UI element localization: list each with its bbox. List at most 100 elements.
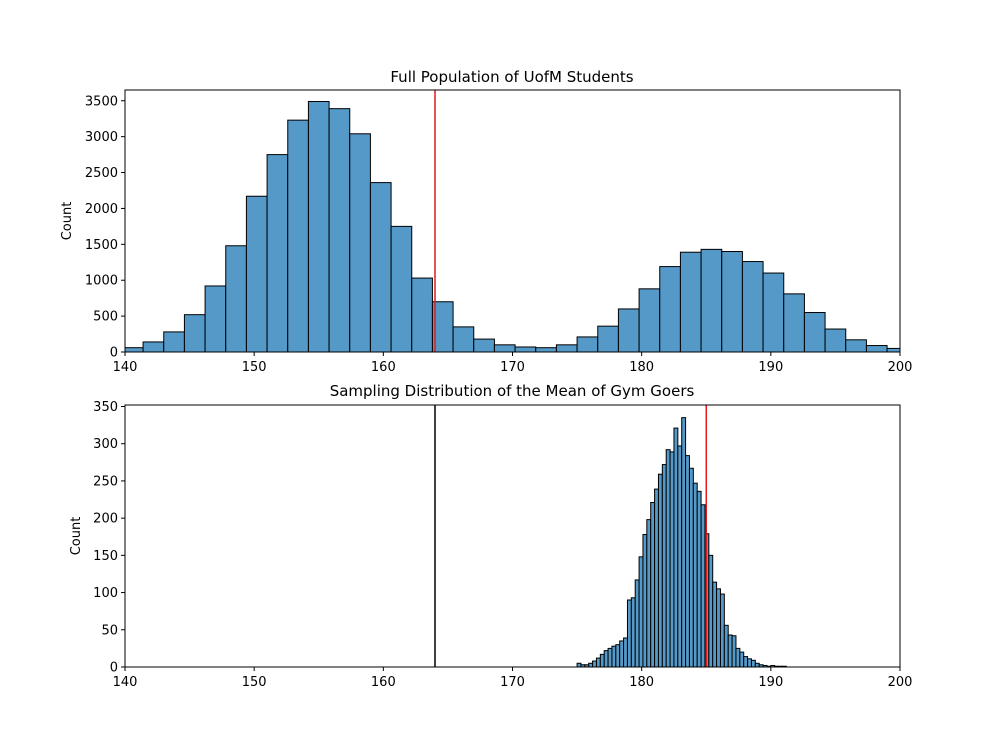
histogram-bar [349,133,371,352]
histogram-bar [287,119,309,352]
histogram-bar [204,285,227,352]
histogram-bar [735,647,741,667]
histogram-bar [615,644,621,667]
histogram-bar [473,338,495,352]
histogram-bar [669,451,675,667]
histogram-bar [369,182,392,352]
y-tick-label: 150 [93,549,118,564]
y-tick-label: 350 [93,400,118,415]
histogram-bar [595,657,601,667]
histogram-bar [626,599,632,667]
x-tick-label: 160 [371,675,396,690]
histogram-bar [754,662,760,667]
x-tick-label: 160 [371,360,396,375]
histogram-bar [719,593,725,667]
histogram-bar [731,635,737,667]
histogram-bar [617,308,640,352]
histogram-bar [630,597,636,667]
histogram-bar [824,328,847,352]
histogram-bar [328,108,351,352]
histogram-bar [142,341,165,352]
x-tick-label: 180 [629,675,654,690]
histogram-bar [743,656,749,667]
histogram-bar [700,504,706,667]
histogram-bar [607,647,613,667]
histogram-bar [125,347,144,352]
histogram-bar [592,660,597,667]
histogram-bar [576,336,599,352]
histogram-bar [183,314,206,352]
histogram-bar [677,445,683,667]
histogram-bar [685,455,690,667]
sampling-histogram-subplot: Sampling Distribution of the Mean of Gym… [69,382,912,690]
histogram-bar [634,579,640,667]
sampling-x-ticks: 140 150 160 170 180 190 200 [113,667,912,690]
y-tick-label: 3500 [85,94,118,109]
histogram-bar [514,346,537,352]
population-histogram-subplot: Full Population of UofM Students Count 1… [60,68,912,375]
y-tick-label: 0 [110,661,118,676]
histogram-bar [650,502,656,667]
histogram-bar [681,417,687,667]
population-x-ticks: 140 150 160 170 180 190 200 [113,352,913,375]
histogram-bar [411,277,433,352]
y-tick-label: 0 [110,346,118,361]
histogram-bar [696,490,702,667]
x-tick-label: 180 [629,360,654,375]
y-tick-label: 300 [93,437,118,452]
histogram-bar [623,637,628,667]
x-tick-label: 140 [113,675,138,690]
histogram-bar [654,488,659,667]
histogram-bar [163,331,185,352]
histogram-bar [642,534,648,667]
histogram-bar [597,325,619,352]
y-tick-label: 2500 [85,166,118,181]
x-tick-label: 190 [758,675,783,690]
y-tick-label: 100 [93,586,118,601]
histogram-bar [750,659,756,667]
histogram-bar [599,653,605,667]
x-tick-label: 190 [758,360,783,375]
histogram-bar [225,245,247,352]
histogram-bar [700,248,723,352]
histogram-bar [266,154,289,352]
histogram-bar [762,272,785,352]
histogram-bar [739,651,745,667]
histogram-bar [673,427,679,667]
histogram-bar [638,288,661,352]
histogram-bar [688,467,694,667]
histogram-bar [646,519,652,667]
histogram-bar [603,650,609,667]
y-tick-label: 500 [93,310,118,325]
histogram-bar [803,312,826,352]
population-bars [125,100,900,352]
y-tick-label: 2000 [85,202,118,217]
y-tick-label: 3000 [85,130,118,145]
histogram-bar [493,344,516,352]
histogram-bar [659,266,681,352]
histogram-bar [741,261,764,352]
x-tick-label: 200 [888,360,913,375]
histogram-bar [576,662,582,667]
y-tick-label: 250 [93,474,118,489]
sampling-reference-lines [434,405,707,667]
histogram-bar [783,293,805,352]
y-tick-label: 1000 [85,274,118,289]
population-y-axis-label: Count [60,202,75,241]
histogram-bar [638,556,644,667]
histogram-bar [452,326,475,352]
population-histogram-title: Full Population of UofM Students [390,68,633,86]
sampling-histogram-title: Sampling Distribution of the Mean of Gym… [330,382,695,400]
sampling-y-axis-label: Count [69,517,84,556]
histogram-bar [708,554,714,667]
histogram-bar [657,473,663,667]
histogram-bar [716,588,721,667]
x-tick-label: 140 [113,360,138,375]
sampling-bars [576,417,787,667]
histogram-bar [535,347,557,352]
x-tick-label: 150 [242,675,267,690]
x-tick-label: 170 [500,360,525,375]
histogram-bar [747,658,752,667]
histogram-bar [723,624,729,667]
